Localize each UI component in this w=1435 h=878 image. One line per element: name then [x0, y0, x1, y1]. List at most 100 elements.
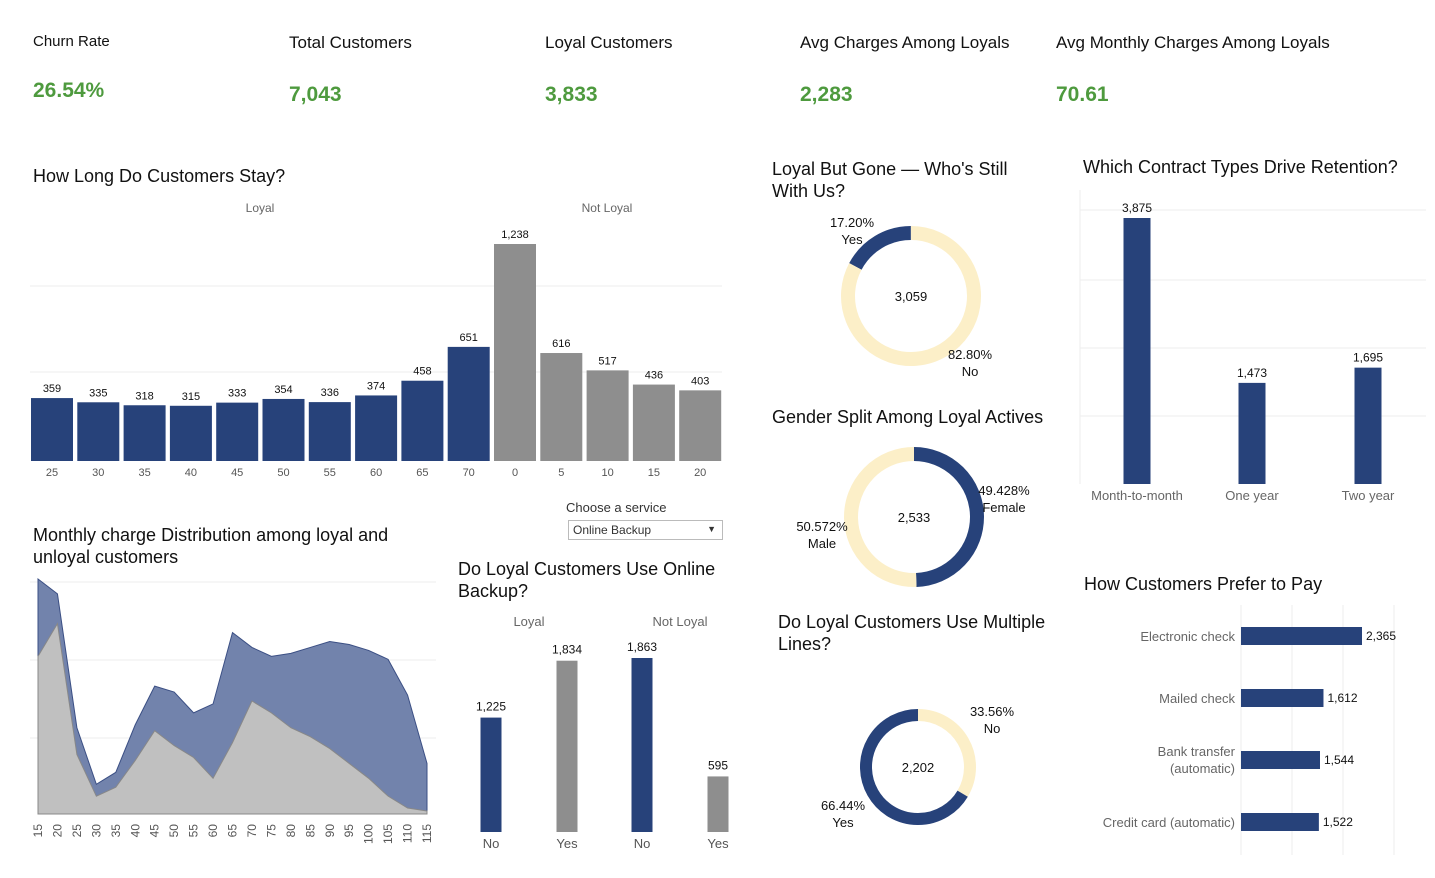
- donut-center-label: 2,202: [902, 760, 935, 775]
- gone-donut-title: Loyal But Gone — Who's Still With Us?: [772, 159, 1008, 201]
- slice-percent-label: 66.44%: [821, 798, 866, 813]
- bar: [355, 395, 398, 461]
- data-label: 359: [43, 383, 61, 395]
- tick-label: Yes: [707, 836, 729, 851]
- bar: [216, 402, 259, 461]
- kpi-avg-charges: Avg Charges Among Loyals 2,283: [800, 33, 1009, 107]
- bar: [480, 717, 502, 832]
- tick-label: 15: [648, 467, 660, 479]
- data-label: 403: [691, 375, 709, 387]
- data-label: 1,834: [552, 643, 582, 657]
- tick-label: 70: [463, 467, 475, 479]
- data-label: 1,695: [1353, 351, 1383, 365]
- kpi-avg-monthly-charges: Avg Monthly Charges Among Loyals 70.61: [1056, 33, 1330, 107]
- service-selector-label: Choose a service: [566, 500, 667, 515]
- gender-donut-chart: 2,533 49.428% Female 50.572% Male: [796, 447, 1030, 587]
- data-label: 1,473: [1237, 366, 1267, 380]
- kpi-value: 70.61: [1056, 83, 1109, 106]
- kpi-label: Churn Rate: [33, 33, 110, 50]
- tick-label: 60: [206, 824, 220, 838]
- tenure-chart-title: How Long Do Customers Stay?: [33, 166, 286, 186]
- tick-label: 55: [187, 824, 201, 838]
- slice-name-label: Male: [808, 536, 836, 551]
- tick-label: 115: [420, 824, 434, 843]
- bar: [308, 402, 351, 461]
- tick-label: 25: [70, 824, 84, 838]
- bar: [262, 398, 305, 461]
- tick-label: 70: [245, 824, 259, 838]
- slice-percent-label: 33.56%: [970, 704, 1015, 719]
- tick-label: 85: [303, 824, 317, 838]
- area-loyal: [37, 622, 428, 815]
- data-label: 336: [321, 387, 339, 399]
- tick-label: 35: [109, 824, 123, 838]
- kpi-loyal-customers: Loyal Customers 3,833: [545, 33, 673, 107]
- tick-label: 40: [128, 824, 142, 838]
- monthly-chart-title: Monthly charge Distribution among loyal …: [33, 525, 389, 567]
- kpi-label: Avg Charges Among Loyals: [800, 33, 1010, 52]
- data-label: 1,522: [1323, 815, 1353, 829]
- tick-label: 65: [416, 467, 428, 479]
- tick-label: 45: [148, 824, 162, 838]
- bar: [632, 384, 675, 461]
- donut-center-label: 3,059: [895, 289, 928, 304]
- tick-label: 90: [323, 824, 337, 838]
- contract-chart-title: Which Contract Types Drive Retention?: [1083, 157, 1398, 177]
- tick-label: Mailed check: [1159, 691, 1235, 706]
- tick-label: 20: [50, 824, 64, 838]
- tick-label: 45: [231, 467, 243, 479]
- tenure-bar-chart: Loyal Not Loyal 359 25 335 30 318 35 315 40 333 45 3…: [30, 201, 722, 479]
- data-label: 1,225: [476, 700, 506, 714]
- bar: [1354, 367, 1382, 484]
- bar: [169, 405, 212, 461]
- slice-name-label: Yes: [832, 815, 854, 830]
- gender-donut-title: Gender Split Among Loyal Actives: [772, 407, 1044, 427]
- tick-label: 75: [264, 824, 278, 838]
- tick-label: 95: [342, 824, 356, 838]
- kpi-churn-rate: Churn Rate 26.54%: [33, 33, 110, 103]
- tick-label: 55: [324, 467, 336, 479]
- panel-label-not-loyal: Not Loyal: [582, 201, 633, 215]
- data-label: 458: [413, 366, 431, 378]
- data-label: 1,544: [1324, 753, 1354, 767]
- service-dropdown[interactable]: Online Backup ▼: [568, 520, 723, 540]
- lines-donut-title: Do Loyal Customers Use Multiple Lines?: [778, 612, 1046, 654]
- tick-label: 60: [370, 467, 382, 479]
- contract-bar-chart: 3,875 Month-to-month 1,473 One year 1,695 Two…: [1079, 190, 1426, 503]
- bar: [556, 660, 578, 832]
- tick-label: 5: [558, 467, 564, 479]
- monthly-area-chart: 15 20 25 30 35 40 45 50 55 60 65 70 75 80 85 90 95 100 105…: [30, 578, 436, 844]
- tick-label: 105: [381, 824, 395, 844]
- gone-donut-chart: 3,059 17.20% Yes 82.80% No: [830, 215, 993, 379]
- tick-label: 110: [401, 824, 415, 843]
- bar: [1241, 751, 1320, 769]
- data-label: 3,875: [1122, 201, 1152, 215]
- tick-label: 30: [89, 824, 103, 838]
- tick-label: 100: [362, 824, 376, 844]
- kpi-value: 26.54%: [33, 79, 105, 102]
- bar: [1241, 627, 1362, 645]
- data-label: 374: [367, 380, 385, 392]
- tick-label: No: [634, 836, 651, 851]
- data-label: 333: [228, 388, 246, 400]
- tick-label: One year: [1225, 488, 1279, 503]
- bar: [1123, 218, 1151, 484]
- data-label: 651: [460, 332, 478, 344]
- slice-name-label: Female: [982, 500, 1025, 515]
- panel-label-loyal: Loyal: [246, 201, 275, 215]
- tick-label: 30: [92, 467, 104, 479]
- tick-label: 0: [512, 467, 518, 479]
- data-label: 517: [598, 355, 616, 367]
- tick-label: 40: [185, 467, 197, 479]
- service-dropdown-value: Online Backup: [573, 523, 652, 537]
- payment-chart-title: How Customers Prefer to Pay: [1084, 574, 1323, 594]
- tick-label: Credit card (automatic): [1103, 815, 1235, 830]
- slice-percent-label: 82.80%: [948, 347, 993, 362]
- donut-slice: [841, 226, 981, 366]
- slice-percent-label: 49.428%: [978, 483, 1030, 498]
- donut-slice: [917, 709, 976, 797]
- data-label: 335: [89, 387, 107, 399]
- backup-chart-title: Do Loyal Customers Use Online Backup?: [458, 559, 716, 601]
- data-label: 595: [708, 758, 728, 772]
